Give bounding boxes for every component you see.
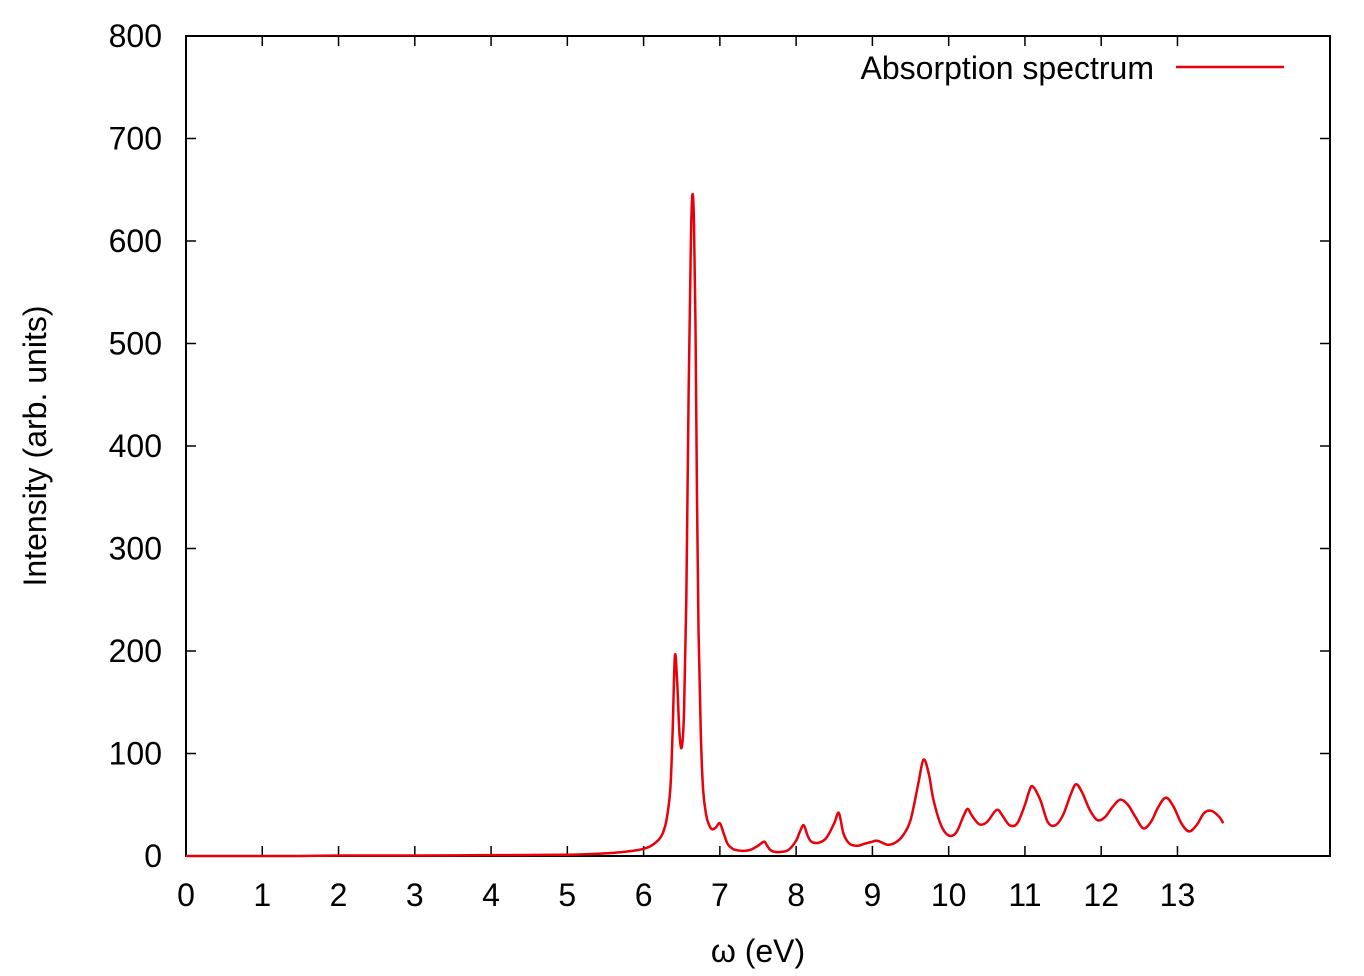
x-tick-label: 7 <box>711 877 729 913</box>
series-line-0 <box>186 192 1225 858</box>
x-tick-label: 1 <box>253 877 271 913</box>
x-tick-label: 12 <box>1083 877 1119 913</box>
x-tick-label: 10 <box>931 877 967 913</box>
x-axis-label: ω (eV) <box>711 933 805 969</box>
x-tick-label: 9 <box>864 877 882 913</box>
x-tick-label: 4 <box>482 877 500 913</box>
y-tick-label: 800 <box>109 18 162 54</box>
x-tick-label: 8 <box>787 877 805 913</box>
y-tick-label: 400 <box>109 428 162 464</box>
x-tick-label: 11 <box>1008 877 1041 913</box>
x-tick-label: 3 <box>406 877 424 913</box>
y-tick-label: 0 <box>144 838 162 874</box>
x-tick-label: 0 <box>177 877 195 913</box>
y-tick-label: 500 <box>109 326 162 362</box>
y-ticks: 0 100 200 300 400 500 600 700 800 <box>109 18 1330 874</box>
plot-frame <box>185 35 1331 857</box>
x-tick-label: 5 <box>558 877 576 913</box>
y-tick-label: 100 <box>109 736 162 772</box>
y-tick-label: 300 <box>109 531 162 567</box>
x-ticks: 0 1 2 3 4 5 6 7 8 9 10 11 12 13 <box>177 36 1195 913</box>
series-layer <box>186 192 1225 858</box>
y-axis-label: Intensity (arb. units) <box>17 306 53 587</box>
y-tick-label: 600 <box>109 223 162 259</box>
legend-label: Absorption spectrum <box>861 50 1154 86</box>
y-tick-label: 700 <box>109 121 162 157</box>
x-tick-label: 13 <box>1160 877 1196 913</box>
y-tick-label: 200 <box>109 633 162 669</box>
legend: Absorption spectrum <box>861 50 1284 86</box>
x-tick-label: 6 <box>635 877 653 913</box>
x-tick-label: 2 <box>330 877 348 913</box>
